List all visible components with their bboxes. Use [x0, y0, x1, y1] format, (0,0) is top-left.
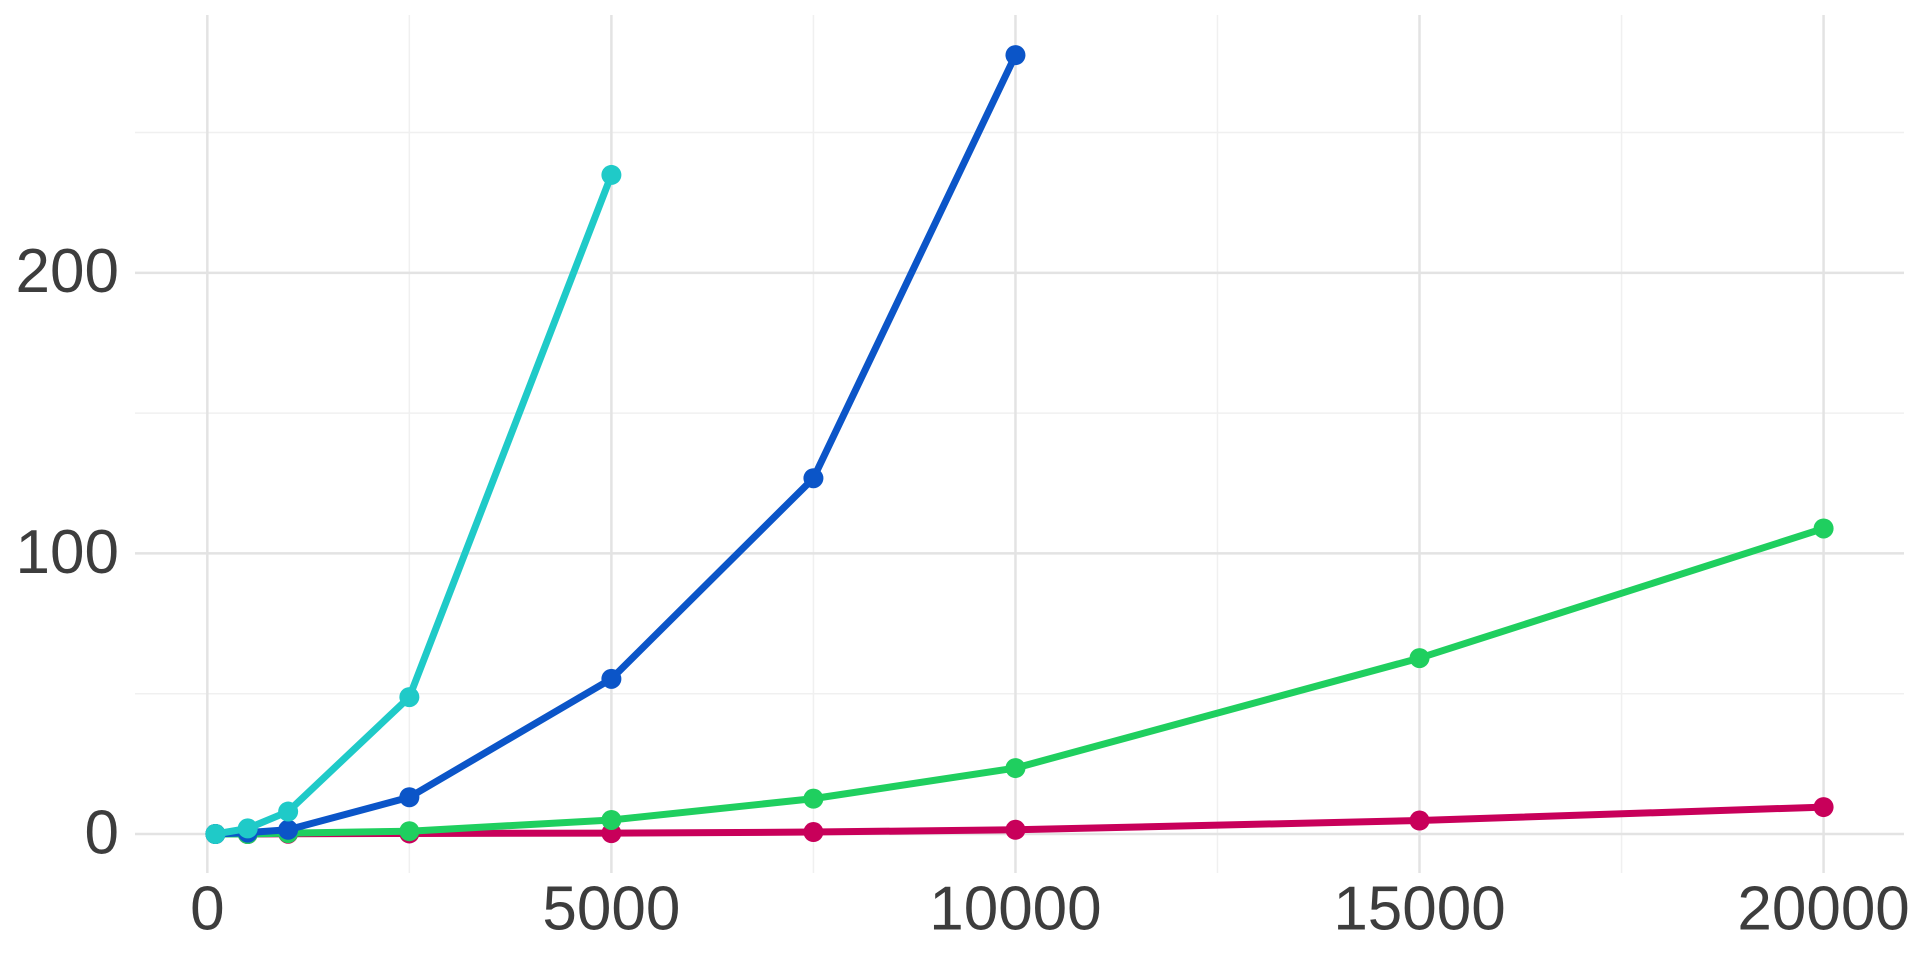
- point: [601, 809, 622, 830]
- x-tick-label: 0: [190, 874, 224, 943]
- point: [1005, 758, 1026, 779]
- y-tick-label: 0: [85, 798, 119, 867]
- point: [803, 822, 824, 843]
- x-tick-label: 5000: [542, 874, 680, 943]
- point: [1005, 819, 1026, 840]
- point: [803, 468, 824, 489]
- point: [237, 818, 258, 839]
- point: [601, 164, 622, 185]
- point: [803, 788, 824, 809]
- y-tick-label: 100: [16, 518, 119, 587]
- point: [1409, 648, 1430, 669]
- y-tick-label: 200: [16, 237, 119, 306]
- x-tick-label: 15000: [1333, 874, 1505, 943]
- point: [399, 821, 420, 842]
- x-tick-label: 10000: [929, 874, 1101, 943]
- point: [399, 787, 420, 808]
- point: [205, 824, 226, 844]
- point: [1813, 518, 1834, 539]
- point: [278, 819, 299, 840]
- point: [399, 687, 420, 708]
- point: [1409, 810, 1430, 831]
- point: [278, 801, 299, 822]
- point: [1005, 45, 1026, 66]
- point: [601, 668, 622, 689]
- point: [1813, 797, 1834, 818]
- x-tick-label: 20000: [1737, 874, 1909, 943]
